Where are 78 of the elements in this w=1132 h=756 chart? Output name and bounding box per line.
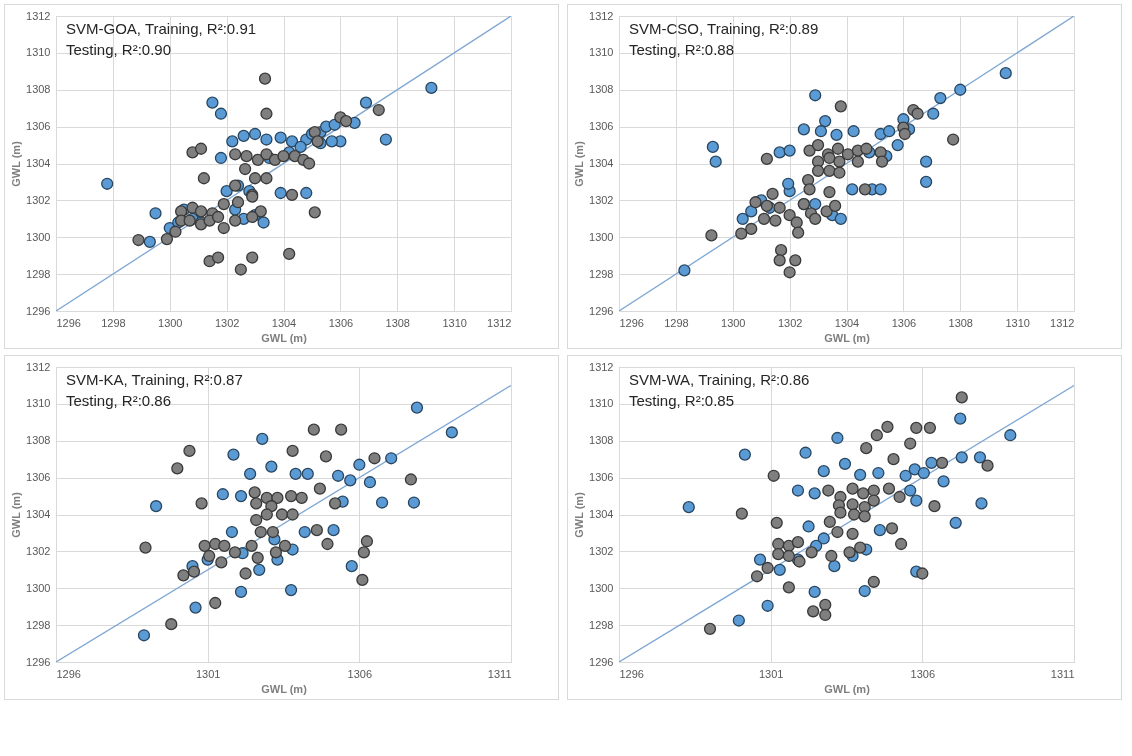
- y-tick-label: 1310: [26, 46, 51, 59]
- x-tick-label: 1296: [56, 316, 81, 329]
- y-tick-label: 1312: [589, 360, 614, 373]
- y-tick-label: 1308: [589, 434, 614, 447]
- y-tick-label: 1302: [26, 544, 51, 557]
- y-tick-label: 1310: [26, 397, 51, 410]
- y-tick-label: 1304: [26, 157, 51, 169]
- y-tick-label: 1306: [26, 471, 51, 484]
- x-tick-label: 1304: [834, 316, 860, 329]
- x-axis-title: GWL (m): [261, 331, 308, 344]
- x-tick-label: 1306: [910, 667, 936, 680]
- x-tick-label: 1300: [721, 316, 746, 329]
- x-tick-label: 1306: [347, 667, 373, 680]
- y-tick-label: 1304: [589, 157, 614, 169]
- y-tick-label: 1308: [26, 434, 51, 447]
- y-tick-label: 1306: [589, 471, 614, 484]
- x-tick-label: 1296: [56, 667, 81, 680]
- x-tick-label: 1296: [619, 667, 644, 680]
- y-tick-label: 1298: [589, 618, 614, 631]
- y-tick-label: 1300: [589, 581, 614, 594]
- x-tick-label: 1302: [214, 316, 240, 329]
- y-tick-label: 1296: [26, 304, 51, 317]
- y-tick-label: 1310: [589, 397, 614, 410]
- x-tick-label: 1301: [758, 667, 784, 680]
- y-tick-label: 1310: [589, 46, 614, 59]
- y-tick-label: 1312: [26, 9, 51, 22]
- y-axis-title: GWL (m): [573, 140, 586, 187]
- y-tick-label: 1308: [26, 83, 51, 96]
- y-tick-label: 1300: [26, 581, 51, 594]
- x-axis-title: GWL (m): [824, 331, 871, 344]
- y-tick-label: 1312: [26, 360, 51, 373]
- y-axis-title: GWL (m): [10, 140, 23, 187]
- annotation: SVM-GOA, Training, R²:0.91: [66, 20, 257, 37]
- x-tick-label: 1306: [891, 316, 917, 329]
- y-tick-label: 1306: [589, 120, 614, 133]
- x-tick-label: 1296: [619, 316, 644, 329]
- annotation: Testing, R²:0.86: [66, 392, 172, 409]
- x-tick-label: 1304: [271, 316, 297, 329]
- y-tick-label: 1298: [26, 267, 51, 280]
- x-tick-label: 1311: [1050, 667, 1075, 680]
- y-tick-label: 1302: [589, 544, 614, 557]
- x-tick-label: 1306: [328, 316, 354, 329]
- y-tick-label: 1312: [589, 9, 614, 22]
- x-tick-label: 1310: [442, 316, 467, 329]
- y-tick-label: 1302: [589, 193, 614, 206]
- y-tick-label: 1302: [26, 193, 51, 206]
- annotation: SVM-CSO, Training, R²:0.89: [629, 20, 819, 37]
- y-tick-label: 1298: [26, 618, 51, 631]
- y-tick-label: 1300: [26, 230, 51, 243]
- y-tick-label: 1308: [589, 83, 614, 96]
- x-tick-label: 1312: [1050, 316, 1075, 329]
- annotation: Testing, R²:0.88: [629, 41, 735, 58]
- x-tick-label: 1302: [777, 316, 803, 329]
- y-tick-label: 1296: [26, 655, 51, 668]
- x-tick-label: 1298: [101, 316, 126, 329]
- x-tick-label: 1301: [195, 667, 221, 680]
- y-axis-title: GWL (m): [10, 491, 23, 538]
- annotation: SVM-WA, Training, R²:0.86: [629, 371, 810, 388]
- x-tick-label: 1310: [1005, 316, 1030, 329]
- annotation: SVM-KA, Training, R²:0.87: [66, 371, 243, 388]
- x-tick-label: 1298: [664, 316, 689, 329]
- x-tick-label: 1311: [487, 667, 512, 680]
- y-tick-label: 1304: [589, 508, 614, 520]
- annotation: Testing, R²:0.85: [629, 392, 735, 409]
- y-tick-label: 1296: [589, 655, 614, 668]
- y-tick-label: 1300: [589, 230, 614, 243]
- y-tick-label: 1304: [26, 508, 51, 520]
- x-tick-label: 1308: [948, 316, 973, 329]
- x-tick-label: 1308: [385, 316, 410, 329]
- x-axis-title: GWL (m): [824, 682, 871, 695]
- y-tick-label: 1306: [26, 120, 51, 133]
- x-tick-label: 1312: [487, 316, 512, 329]
- y-axis-title: GWL (m): [573, 491, 586, 538]
- x-tick-label: 1300: [158, 316, 183, 329]
- x-axis-title: GWL (m): [261, 682, 308, 695]
- y-tick-label: 1298: [589, 267, 614, 280]
- y-tick-label: 1296: [589, 304, 614, 317]
- annotation: Testing, R²:0.90: [66, 41, 172, 58]
